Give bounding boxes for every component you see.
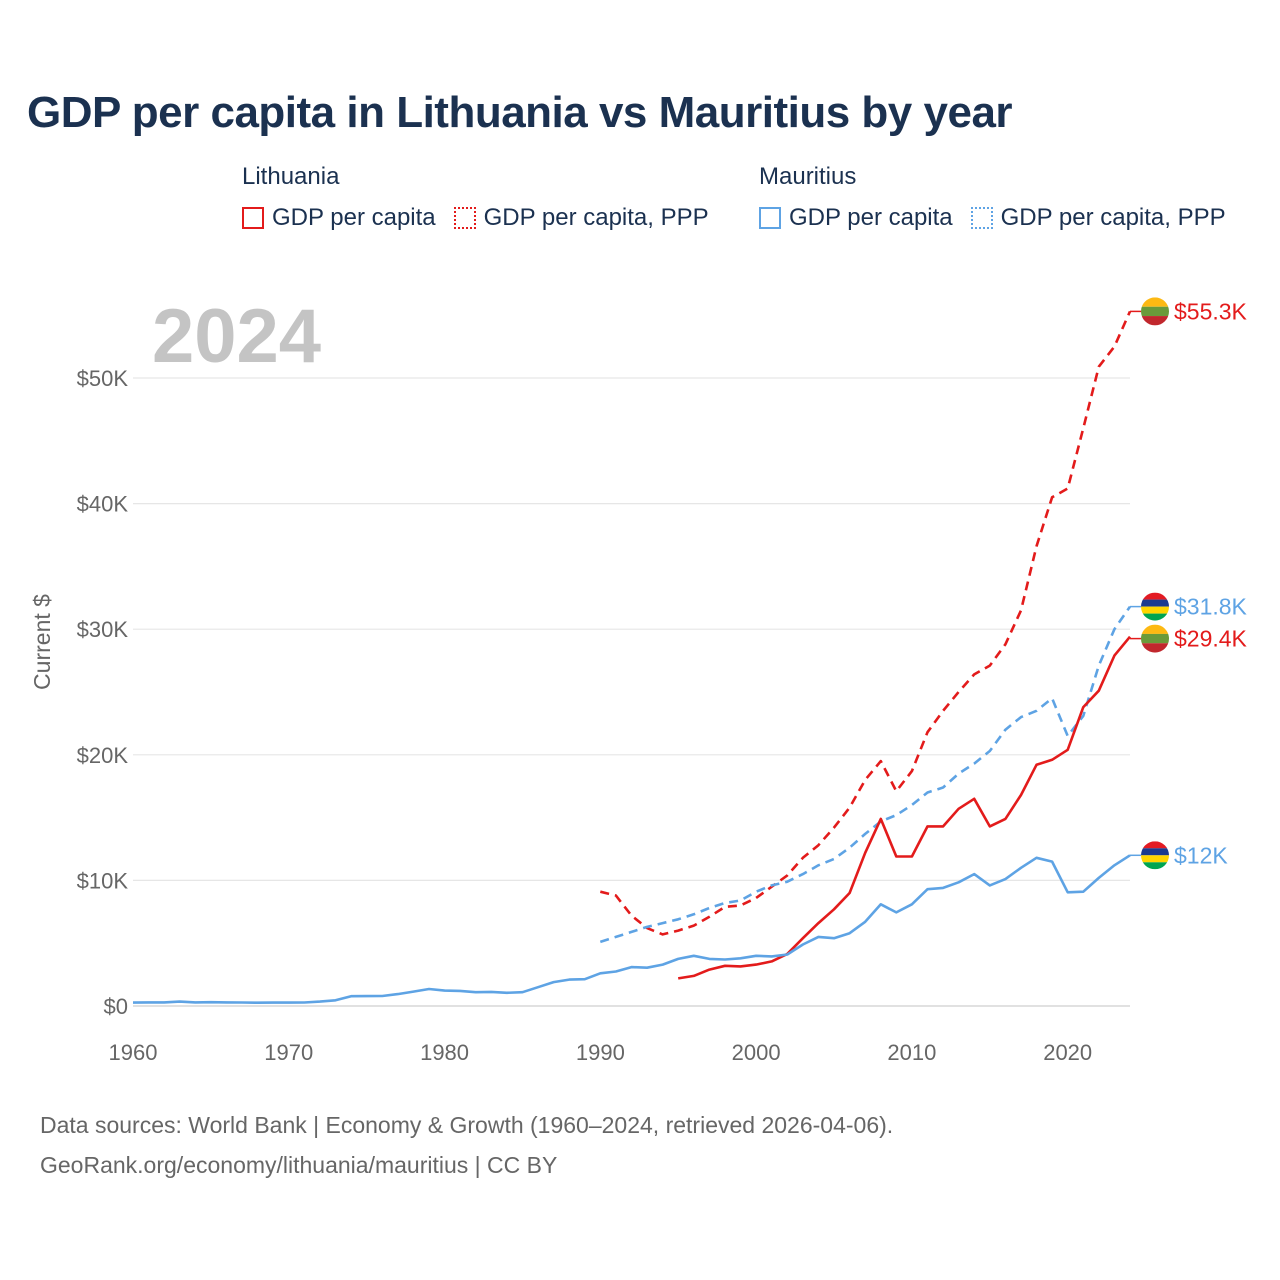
line-chart: 2024 $0 $10K $20K $30K $40K $50K 1960 1970 1980… [29, 294, 1248, 1065]
x-axis: 1960 1970 1980 1990 2000 2010 2020 [109, 1040, 1093, 1065]
series-lines [132, 310, 1132, 1004]
legend-item-mauritius-gdp[interactable]: GDP per capita [759, 204, 953, 232]
footer: Data sources: World Bank | Economy & Gro… [40, 1105, 893, 1185]
y-tick-label: $30K [77, 617, 129, 642]
mauritius-flag-icon [1141, 592, 1169, 621]
legend-country-mauritius: Mauritius [759, 163, 857, 190]
end-marker-mauritius: $31.8K [1130, 592, 1248, 621]
series-line-lithuania-gdp-per-capita [677, 635, 1132, 980]
series-line-lithuania-gdp-per-capita-ppp [599, 310, 1132, 936]
y-tick-label: $20K [77, 743, 129, 768]
legend-country-lithuania: Lithuania [242, 163, 340, 190]
x-tick-label: 1960 [109, 1040, 158, 1065]
end-marker-lithuania: $55.3K [1130, 297, 1248, 326]
end-value-label: $12K [1174, 842, 1228, 868]
legend-mauritius: Mauritius GDP per capita GDP per capita,… [759, 160, 1226, 232]
legend-label: GDP per capita [789, 204, 953, 231]
x-tick-label: 1970 [264, 1040, 313, 1065]
end-labels: $55.3K $31.8K $29.4K $12K [1130, 297, 1248, 870]
grid-lines [133, 377, 1130, 1007]
legend-swatch-solid-icon [759, 207, 781, 229]
x-tick-label: 2000 [732, 1040, 781, 1065]
legend-swatch-dotted-icon [453, 207, 476, 229]
end-marker-lithuania: $29.4K [1130, 624, 1248, 653]
x-tick-label: 2010 [887, 1040, 936, 1065]
mauritius-flag-icon [1141, 841, 1169, 870]
x-tick-label: 1980 [420, 1040, 469, 1065]
legend-item-lithuania-gdp[interactable]: GDP per capita [242, 204, 436, 232]
x-tick-label: 1990 [576, 1040, 625, 1065]
end-value-label: $29.4K [1174, 626, 1248, 652]
footer-sources: Data sources: World Bank | Economy & Gro… [40, 1112, 894, 1138]
y-tick-label: $0 [104, 994, 128, 1019]
series-line-mauritius-gdp-per-capita [132, 854, 1131, 1004]
y-axis-label: Current $ [29, 594, 55, 690]
lithuania-flag-icon [1141, 297, 1169, 326]
legend-item-lithuania-gdp-ppp[interactable]: GDP per capita, PPP [453, 204, 709, 232]
legend-swatch-solid-icon [242, 207, 264, 229]
end-value-label: $55.3K [1174, 298, 1248, 324]
legend-item-mauritius-gdp-ppp[interactable]: GDP per capita, PPP [970, 204, 1226, 232]
end-marker-mauritius: $12K [1130, 841, 1228, 870]
legend-label: GDP per capita, PPP [1000, 204, 1226, 231]
y-axis: $0 $10K $20K $30K $40K $50K [77, 366, 129, 1019]
x-tick-label: 2020 [1043, 1040, 1092, 1065]
legend-swatch-dotted-icon [970, 207, 993, 229]
lithuania-flag-icon [1141, 624, 1169, 653]
y-tick-label: $50K [77, 366, 129, 391]
series-line-mauritius-gdp-per-capita-ppp [599, 605, 1132, 944]
legend-label: GDP per capita [272, 204, 436, 231]
legend-lithuania: Lithuania GDP per capita GDP per capita,… [242, 160, 709, 232]
chart-title: GDP per capita in Lithuania vs Mauritius… [27, 88, 1013, 137]
end-value-label: $31.8K [1174, 594, 1248, 620]
legend-label: GDP per capita, PPP [483, 204, 709, 231]
footer-link[interactable]: GeoRank.org/economy/lithuania/mauritius … [40, 1152, 558, 1178]
y-tick-label: $10K [77, 868, 129, 893]
y-tick-label: $40K [77, 492, 129, 517]
year-watermark: 2024 [152, 294, 321, 379]
